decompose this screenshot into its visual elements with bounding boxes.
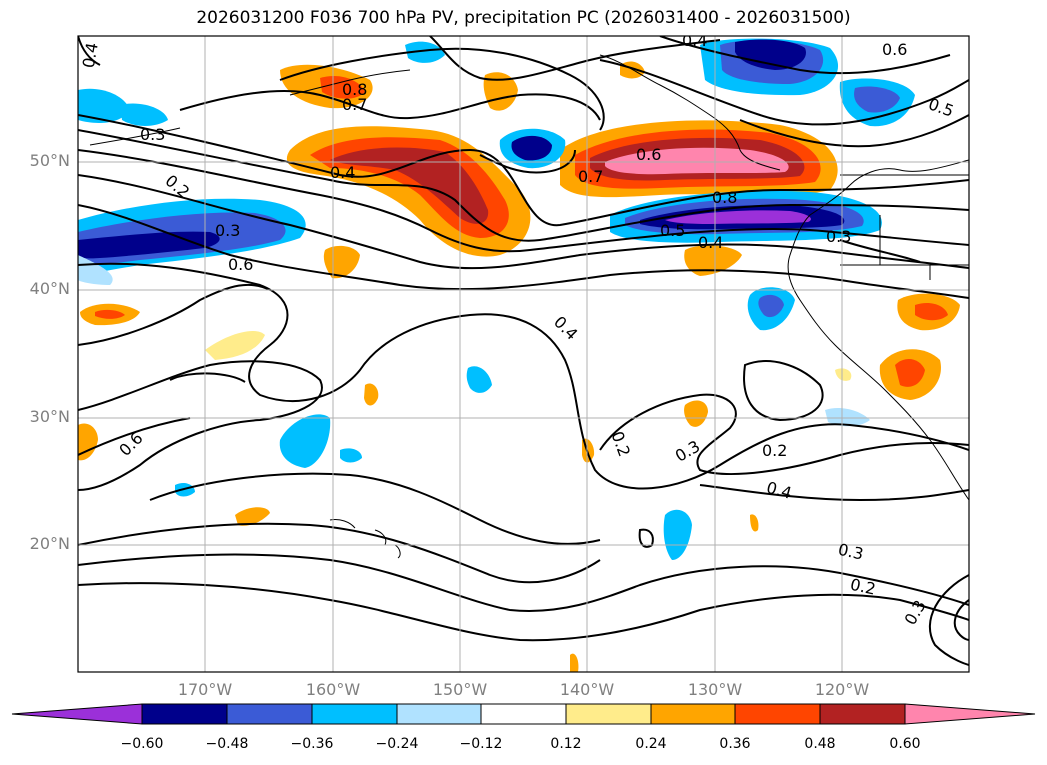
lon-label: 120°W <box>814 680 870 699</box>
contour-line <box>78 360 323 491</box>
contour-line <box>479 149 576 174</box>
aleutian-islands-outline <box>89 127 181 146</box>
contour-line <box>279 47 605 131</box>
map-frame <box>77 35 970 673</box>
colorbar-tick-label: −0.60 <box>120 736 164 752</box>
contour-line <box>429 36 721 81</box>
contour-line <box>78 262 969 490</box>
contour-label: 0.6 <box>882 40 907 59</box>
contour-label: 0.6 <box>636 145 661 164</box>
colorbar-segment <box>650 703 736 725</box>
contour-line <box>78 114 969 227</box>
alaska-peninsula-outline <box>289 69 411 96</box>
lat-label: 50°N <box>29 151 70 170</box>
contour-line <box>953 599 969 641</box>
contour-label: 0.4 <box>698 233 723 252</box>
contour-line <box>78 522 601 584</box>
colorbar-tick-label: 0.48 <box>804 736 836 752</box>
colorbar-segment <box>819 703 906 725</box>
contour-line <box>169 372 246 383</box>
contour-line <box>928 574 969 666</box>
contour-label: 0.4 <box>682 31 707 50</box>
plot-title: 2026031200 F036 700 hPa PV, precipitatio… <box>196 8 851 28</box>
colorbar-segment <box>480 703 567 725</box>
contour-line <box>739 114 969 148</box>
contour-label: 0.2 <box>762 441 787 460</box>
lon-label: 130°W <box>687 680 743 699</box>
positive-anomaly-shading <box>78 61 960 672</box>
contour-label: 0.8 <box>712 188 737 207</box>
contour-line <box>78 582 969 642</box>
lon-label: 150°W <box>432 680 488 699</box>
contour-label: 0.4 <box>330 163 355 182</box>
contour-line <box>78 553 969 612</box>
lon-label: 160°W <box>305 680 361 699</box>
contour-line <box>659 36 951 75</box>
contour-label: 0.7 <box>578 167 603 186</box>
contour-line <box>599 393 969 475</box>
contour-line <box>743 360 824 422</box>
colorbar-segment <box>226 703 313 725</box>
lon-label: 140°W <box>559 680 615 699</box>
alaska-panhandle-outline <box>599 54 781 171</box>
contour-label: 0.8 <box>342 80 367 99</box>
colorbar-tick-label: −0.36 <box>290 736 334 752</box>
contour-line <box>78 417 191 456</box>
lat-label: 20°N <box>29 534 70 553</box>
contour-label: 0.3 <box>215 221 240 240</box>
colorbar-segment <box>565 703 652 725</box>
contour-label: 0.5 <box>660 221 685 240</box>
contour-line <box>699 484 969 502</box>
lon-label: 170°W <box>177 680 233 699</box>
colorbar-tick-label: −0.24 <box>375 736 419 752</box>
pv-contours <box>78 36 969 666</box>
colorbar-tick-label: 0.60 <box>889 736 921 752</box>
contour-line <box>149 472 601 545</box>
colorbar-tick-label: −0.48 <box>205 736 249 752</box>
contour-line <box>599 59 969 126</box>
contour-label: 0.4 <box>79 41 102 69</box>
state-borders <box>840 174 969 280</box>
contour-line <box>78 174 969 270</box>
colorbar-extend-min <box>11 703 143 725</box>
colorbar-tick-label: 0.12 <box>550 736 582 752</box>
contour-line <box>78 149 969 253</box>
contour-line <box>179 90 601 121</box>
colorbar-segment <box>396 703 482 725</box>
contour-line <box>839 239 921 263</box>
contour-label: 0.3 <box>826 227 851 246</box>
contour-label: 0.2 <box>849 575 878 599</box>
contour-label: 0.3 <box>836 540 865 564</box>
colorbar-tick-label: 0.24 <box>635 736 667 752</box>
contour-line <box>78 129 969 242</box>
contour-label: 0.6 <box>228 255 253 274</box>
colorbar-segment <box>311 703 398 725</box>
contour-line <box>78 36 101 66</box>
lat-label: 30°N <box>29 407 70 426</box>
contour-line <box>78 204 969 299</box>
colorbar-segment <box>734 703 821 725</box>
colorbar <box>11 703 1036 725</box>
colorbar-tick-label: −0.12 <box>459 736 503 752</box>
contour-label: 0.3 <box>140 125 165 144</box>
contour-line <box>78 283 271 346</box>
colorbar-segment <box>141 703 228 725</box>
lat-label: 40°N <box>29 279 70 298</box>
colorbar-tick-label: 0.36 <box>719 736 751 752</box>
colorbar-extend-max <box>904 703 1036 725</box>
graticule <box>78 36 969 672</box>
contour-label: 0.7 <box>342 95 367 114</box>
